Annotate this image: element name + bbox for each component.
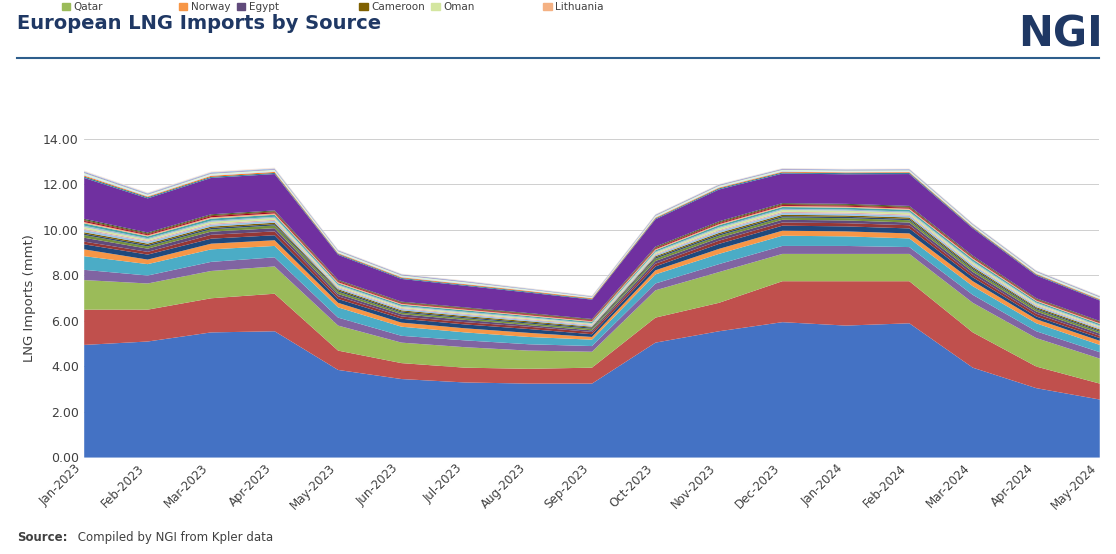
Text: Source:: Source: [17,531,67,544]
Text: European LNG Imports by Source: European LNG Imports by Source [17,14,381,33]
Y-axis label: LNG Imports (mmt): LNG Imports (mmt) [23,234,36,362]
Legend: United States, Russian Federation, Qatar, Algeria, Nigeria, Norway, Trinidad and: United States, Russian Federation, Qatar… [61,0,1116,12]
Text: NGI: NGI [1018,14,1103,56]
Text: Compiled by NGI from Kpler data: Compiled by NGI from Kpler data [74,531,272,544]
